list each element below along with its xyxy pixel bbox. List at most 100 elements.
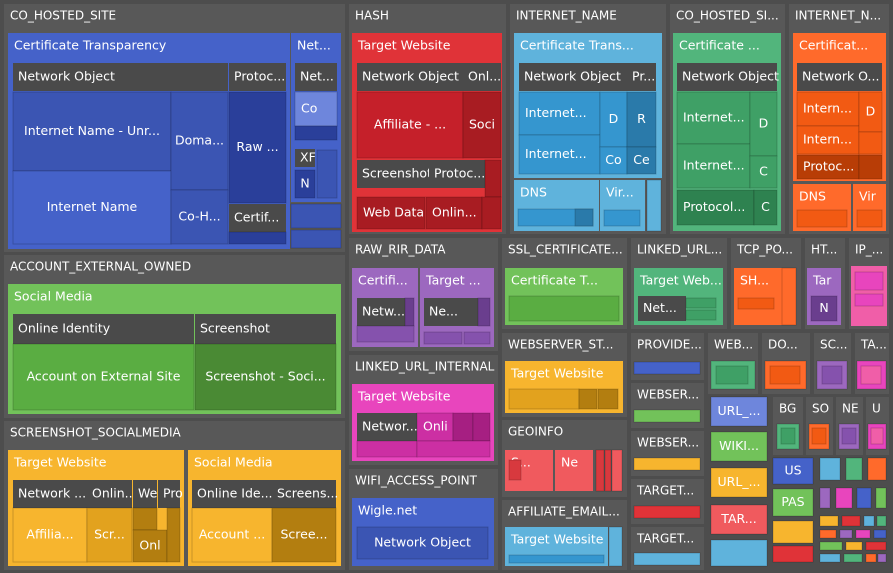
leaf-tile[interactable] — [841, 427, 857, 445]
category-tile[interactable] — [734, 268, 782, 325]
leaf-tile[interactable] — [854, 271, 884, 291]
leaf-tile[interactable] — [633, 409, 701, 423]
leaf-tile[interactable] — [819, 515, 839, 527]
leaf-tile[interactable] — [633, 505, 701, 519]
leaf-tile[interactable] — [166, 507, 181, 563]
leaf-tile[interactable] — [603, 209, 641, 227]
subcategory-header[interactable] — [13, 314, 194, 344]
leaf-tile[interactable] — [595, 449, 605, 492]
leaf-tile[interactable] — [574, 208, 594, 227]
leaf-tile[interactable] — [132, 507, 158, 531]
leaf-tile[interactable] — [810, 295, 838, 322]
leaf-tile[interactable] — [484, 159, 502, 198]
leaf-tile[interactable] — [772, 520, 814, 544]
leaf-tile[interactable] — [819, 529, 837, 539]
subcategory-header[interactable] — [429, 160, 485, 188]
leaf-tile[interactable] — [710, 467, 768, 498]
leaf-tile[interactable] — [845, 457, 863, 481]
leaf-tile[interactable] — [508, 459, 522, 481]
leaf-tile[interactable] — [170, 189, 229, 245]
leaf-tile[interactable] — [819, 457, 841, 481]
subcategory-header[interactable] — [357, 298, 405, 326]
subcategory-header[interactable] — [463, 63, 501, 91]
leaf-tile[interactable] — [685, 309, 717, 321]
leaf-tile[interactable] — [228, 91, 287, 204]
leaf-tile[interactable] — [835, 487, 853, 509]
leaf-tile[interactable] — [870, 427, 884, 445]
leaf-tile[interactable] — [578, 388, 598, 410]
leaf-tile[interactable] — [132, 529, 168, 563]
subcategory-header[interactable] — [357, 413, 417, 441]
subcategory-header[interactable] — [519, 63, 627, 91]
subcategory-header[interactable] — [158, 480, 180, 508]
leaf-tile[interactable] — [518, 134, 601, 175]
leaf-tile[interactable] — [769, 365, 801, 385]
category-tile[interactable] — [555, 450, 593, 491]
leaf-tile[interactable] — [508, 554, 605, 564]
leaf-tile[interactable] — [858, 131, 883, 155]
leaf-tile[interactable] — [873, 529, 887, 539]
subcategory-header[interactable] — [357, 63, 463, 91]
leaf-tile[interactable] — [228, 231, 287, 245]
leaf-tile[interactable] — [856, 487, 872, 509]
leaf-tile[interactable] — [633, 457, 701, 471]
subcategory-header[interactable] — [295, 63, 337, 91]
leaf-tile[interactable] — [796, 209, 848, 228]
leaf-tile[interactable] — [749, 155, 778, 189]
leaf-tile[interactable] — [811, 427, 827, 445]
leaf-tile[interactable] — [425, 196, 483, 230]
leaf-tile[interactable] — [865, 541, 887, 551]
leaf-tile[interactable] — [12, 343, 195, 411]
leaf-tile[interactable] — [356, 440, 418, 458]
leaf-tile[interactable] — [316, 149, 338, 199]
leaf-tile[interactable] — [452, 412, 474, 442]
subcategory-header[interactable] — [229, 204, 286, 232]
leaf-tile[interactable] — [294, 125, 338, 141]
leaf-tile[interactable] — [626, 146, 657, 175]
leaf-tile[interactable] — [715, 365, 749, 385]
leaf-tile[interactable] — [772, 545, 814, 563]
leaf-tile[interactable] — [843, 553, 863, 563]
leaf-tile[interactable] — [876, 515, 887, 527]
subcategory-header[interactable] — [133, 480, 157, 508]
subcategory-header[interactable] — [87, 480, 132, 508]
leaf-tile[interactable] — [877, 553, 887, 563]
leaf-tile[interactable] — [819, 541, 843, 551]
leaf-tile[interactable] — [855, 529, 871, 539]
subcategory-header[interactable] — [357, 160, 429, 188]
leaf-tile[interactable] — [839, 529, 853, 539]
leaf-tile[interactable] — [856, 209, 883, 228]
leaf-tile[interactable] — [710, 396, 768, 427]
leaf-tile[interactable] — [633, 361, 701, 375]
leaf-tile[interactable] — [271, 507, 337, 563]
leaf-tile[interactable] — [781, 267, 797, 326]
leaf-tile[interactable] — [875, 487, 887, 509]
subcategory-header[interactable] — [13, 480, 87, 508]
leaf-tile[interactable] — [676, 189, 755, 226]
subcategory-header[interactable] — [627, 63, 656, 91]
leaf-tile[interactable] — [772, 457, 814, 485]
subcategory-header[interactable] — [424, 298, 478, 326]
leaf-tile[interactable] — [356, 526, 489, 560]
leaf-tile[interactable] — [86, 507, 133, 563]
leaf-tile[interactable] — [685, 297, 717, 309]
leaf-tile[interactable] — [423, 331, 463, 345]
leaf-tile[interactable] — [796, 91, 860, 127]
leaf-tile[interactable] — [194, 343, 337, 411]
leaf-tile[interactable] — [858, 154, 883, 180]
leaf-tile[interactable] — [860, 365, 882, 385]
subcategory-header[interactable] — [13, 63, 228, 91]
leaf-tile[interactable] — [854, 293, 884, 307]
leaf-tile[interactable] — [356, 91, 464, 159]
leaf-tile[interactable] — [472, 412, 491, 442]
leaf-tile[interactable] — [863, 515, 875, 527]
leaf-tile[interactable] — [821, 365, 843, 385]
leaf-tile[interactable] — [462, 91, 502, 159]
leaf-tile[interactable] — [819, 553, 841, 563]
leaf-tile[interactable] — [611, 449, 623, 492]
leaf-tile[interactable] — [710, 431, 768, 462]
leaf-tile[interactable] — [841, 515, 861, 527]
leaf-tile[interactable] — [599, 146, 628, 175]
leaf-tile[interactable] — [463, 331, 491, 345]
leaf-tile[interactable] — [796, 154, 860, 180]
